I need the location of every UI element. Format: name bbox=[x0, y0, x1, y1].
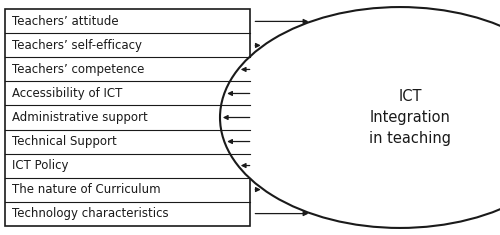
Text: Teachers’ competence: Teachers’ competence bbox=[12, 63, 145, 76]
Text: ICT Policy: ICT Policy bbox=[12, 159, 69, 172]
Ellipse shape bbox=[220, 7, 500, 228]
Text: Technology characteristics: Technology characteristics bbox=[12, 207, 169, 220]
Text: Technical Support: Technical Support bbox=[12, 135, 117, 148]
Text: Teachers’ self-efficacy: Teachers’ self-efficacy bbox=[12, 39, 142, 52]
Bar bbox=[5, 9, 250, 226]
Text: Accessibility of ICT: Accessibility of ICT bbox=[12, 87, 123, 100]
Text: ICT
Integration
in teaching: ICT Integration in teaching bbox=[369, 89, 451, 146]
Text: Administrative support: Administrative support bbox=[12, 111, 148, 124]
Text: The nature of Curriculum: The nature of Curriculum bbox=[12, 183, 161, 196]
Text: Teachers’ attitude: Teachers’ attitude bbox=[12, 15, 119, 28]
